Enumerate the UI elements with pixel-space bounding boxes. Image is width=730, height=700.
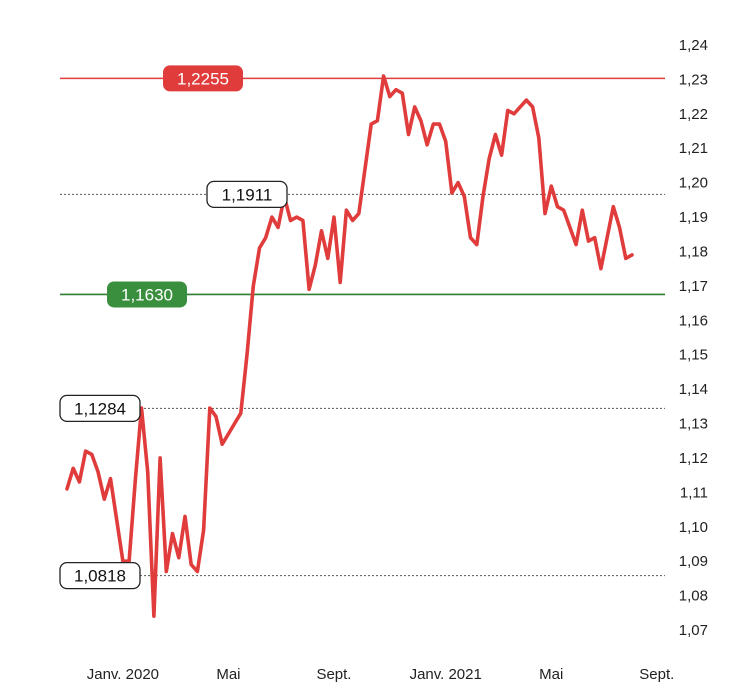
y-tick-label: 1,23	[679, 71, 708, 88]
reference-label-box	[163, 65, 243, 92]
y-tick-label: 1,14	[679, 381, 708, 398]
y-tick-label: 1,21	[679, 140, 708, 157]
x-axis-ticks: Janv. 2020 Mai Sept. Janv. 2021 Mai Sept.	[87, 666, 675, 683]
x-tick-label: Mai	[216, 666, 240, 683]
reference-label: 1,1284	[59, 394, 141, 423]
reference-label-box	[59, 394, 141, 423]
y-tick-label: 1,24	[679, 37, 708, 54]
y-tick-label: 1,16	[679, 312, 708, 329]
reference-label-box	[107, 281, 187, 308]
x-tick-label: Janv. 2020	[87, 666, 159, 683]
y-tick-label: 1,13	[679, 416, 708, 433]
y-tick-label: 1,22	[679, 106, 708, 123]
reference-label: 1,0818	[59, 561, 141, 590]
x-tick-label: Sept.	[639, 666, 674, 683]
x-tick-label: Sept.	[316, 666, 351, 683]
y-tick-label: 1,12	[679, 450, 708, 467]
reference-label-text: 1,0818	[74, 567, 126, 586]
reference-label: 1,1911	[206, 180, 288, 208]
reference-label: 1,1630	[107, 281, 187, 308]
reference-label: 1,2255	[163, 65, 243, 92]
y-axis-ticks: 1,24 1,23 1,22 1,21 1,20 1,19 1,18 1,17 1,16 1,15…	[679, 37, 708, 639]
y-tick-label: 1,10	[679, 519, 708, 536]
reference-label-text: 1,2255	[177, 69, 229, 88]
y-tick-label: 1,09	[679, 553, 708, 570]
y-tick-label: 1,18	[679, 243, 708, 260]
y-tick-label: 1,20	[679, 175, 708, 192]
y-tick-label: 1,07	[679, 622, 708, 639]
y-tick-label: 1,08	[679, 588, 708, 605]
y-tick-label: 1,11	[680, 484, 708, 501]
y-tick-label: 1,19	[679, 209, 708, 226]
x-tick-label: Janv. 2021	[410, 666, 482, 683]
reference-labels: 1,2255 1,1911 1,1630 1,1284 1,0818	[59, 65, 288, 590]
reference-label-box	[206, 180, 288, 208]
x-tick-label: Mai	[539, 666, 563, 683]
series-line	[65, 74, 634, 618]
series-group	[65, 74, 634, 618]
y-tick-label: 1,17	[679, 278, 708, 295]
reference-label-text: 1,1284	[74, 399, 126, 418]
reference-label-text: 1,1630	[121, 285, 173, 304]
y-tick-label: 1,15	[679, 347, 708, 364]
reference-label-text: 1,1911	[222, 185, 273, 204]
reference-label-box	[59, 561, 141, 590]
